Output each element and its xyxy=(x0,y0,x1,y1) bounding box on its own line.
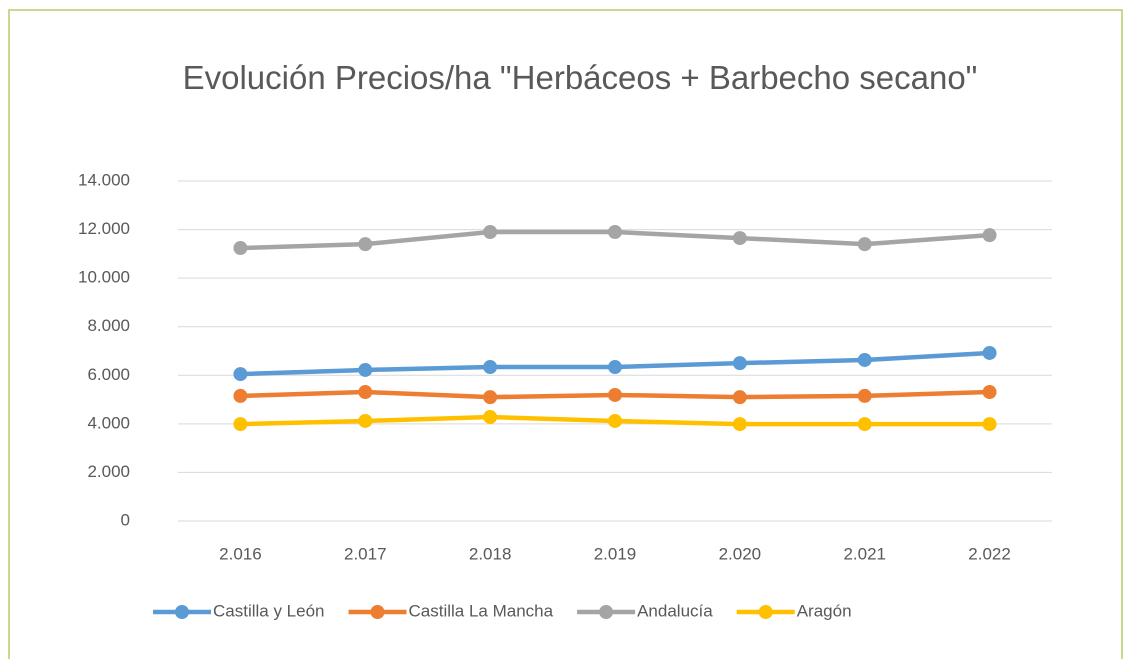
y-tick-label: 6.000 xyxy=(87,365,130,384)
point xyxy=(483,225,498,239)
y-tick-label: 0 xyxy=(121,510,130,529)
point xyxy=(732,417,747,432)
chart-title: Evolución Precios/ha "Herbáceos + Barbec… xyxy=(182,59,978,96)
point xyxy=(233,241,248,256)
point xyxy=(233,367,248,382)
point xyxy=(608,225,622,239)
legend-label: Andalucía xyxy=(637,601,713,620)
legend-label: Aragón xyxy=(797,601,852,620)
x-tick-label: 2.019 xyxy=(594,544,637,563)
legend-marker xyxy=(599,605,614,619)
point xyxy=(982,417,997,432)
point xyxy=(233,417,248,432)
legend-marker xyxy=(370,605,385,619)
point xyxy=(732,356,747,371)
y-tick-label: 14.000 xyxy=(78,170,130,189)
x-tick-label: 2.022 xyxy=(968,544,1011,563)
chart-border xyxy=(8,9,1123,659)
point xyxy=(358,237,373,252)
point xyxy=(608,413,622,428)
point xyxy=(982,228,997,243)
point xyxy=(358,413,373,428)
x-tick-label: 2.018 xyxy=(469,544,512,563)
y-tick-label: 4.000 xyxy=(87,413,130,432)
point xyxy=(608,387,622,402)
point xyxy=(483,390,498,405)
legend-marker xyxy=(175,605,189,619)
legend-label: Castilla La Mancha xyxy=(409,601,554,620)
point xyxy=(857,388,872,403)
point xyxy=(982,385,997,400)
point xyxy=(857,352,872,367)
point xyxy=(483,360,498,375)
y-tick-label: 8.000 xyxy=(87,316,130,335)
x-tick-label: 2.020 xyxy=(719,544,762,563)
x-tick-label: 2.017 xyxy=(344,544,387,563)
x-tick-label: 2.021 xyxy=(843,544,886,563)
legend-marker xyxy=(758,605,773,619)
x-tick-label: 2.016 xyxy=(219,544,262,563)
point xyxy=(732,231,747,246)
point xyxy=(982,345,997,360)
y-tick-label: 2.000 xyxy=(87,462,130,481)
point xyxy=(483,410,498,425)
point xyxy=(857,237,872,252)
point xyxy=(857,417,872,432)
point xyxy=(732,390,747,405)
legend-label: Castilla y León xyxy=(213,601,325,620)
y-tick-label: 10.000 xyxy=(78,268,130,287)
point xyxy=(358,362,373,377)
y-tick-label: 12.000 xyxy=(78,219,130,238)
point xyxy=(233,388,248,403)
point xyxy=(358,385,373,400)
point xyxy=(608,360,622,375)
